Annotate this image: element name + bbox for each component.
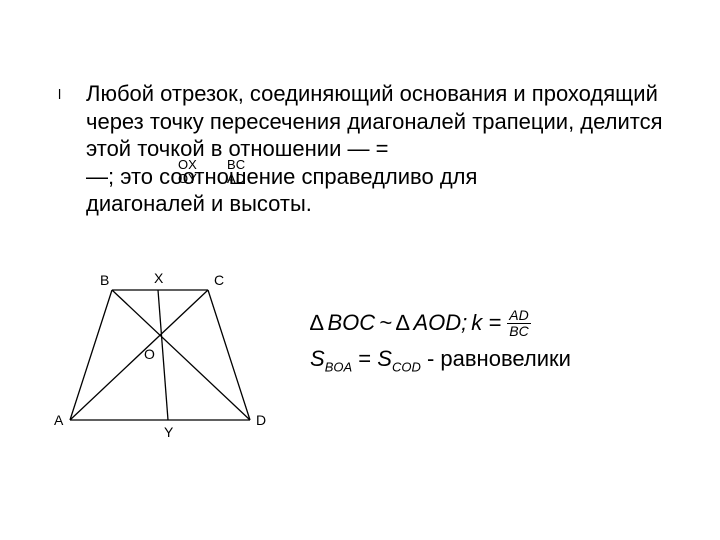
sub-boa: BOA <box>325 360 352 375</box>
vertex-label-o: O <box>144 346 155 362</box>
sub-cod: COD <box>392 360 421 375</box>
s1: S <box>310 346 325 371</box>
s2: S <box>377 346 392 371</box>
frac-top-ox: OX <box>178 158 197 172</box>
vertex-label-b: B <box>100 272 109 288</box>
vertex-label-x: X <box>154 270 163 286</box>
fraction-ad-bc: AD BC <box>507 308 530 338</box>
frac-bot-ad: AD <box>227 172 245 186</box>
k-eq: k = <box>471 310 501 336</box>
main-text-line2: —; это соотношение справедливо для <box>86 164 477 189</box>
trapezoid-diagram: ABCDXYO <box>60 270 260 440</box>
tilde: ~ <box>379 310 392 336</box>
frac-top-bc: BC <box>227 158 245 172</box>
main-text-line3: диагоналей и высоты. <box>86 191 312 216</box>
vertex-label-d: D <box>256 412 266 428</box>
bullet-glyph: l <box>58 86 72 102</box>
delta-2: ∆ <box>396 310 409 336</box>
delta-1: ∆ <box>310 310 323 336</box>
tail-text: - равновелики <box>421 346 571 371</box>
area-equality-formula: SBOA = SCOD - равновелики <box>310 346 571 374</box>
inline-frac-bc-ad: BC AD <box>227 158 245 185</box>
vertex-label-a: A <box>54 412 63 428</box>
inline-frac-ox-oy: OX OY <box>178 158 197 185</box>
triangle-boc: BOC <box>327 310 375 336</box>
vertex-label-y: Y <box>164 424 173 440</box>
formulas-block: ∆ BOC ~ ∆ AOD; k = AD BC SBOA = SCOD - р… <box>310 308 571 375</box>
vertex-label-c: C <box>214 272 224 288</box>
frac-bot-bc: BC <box>507 324 530 339</box>
main-text-line1: Любой отрезок, соединяющий основания и п… <box>86 81 663 161</box>
main-paragraph: Любой отрезок, соединяющий основания и п… <box>86 80 680 218</box>
triangle-aod: AOD; <box>413 310 467 336</box>
frac-bot-oy: OY <box>178 172 197 186</box>
trapezoid-svg <box>60 270 260 440</box>
equals-sign: = <box>358 346 371 371</box>
frac-top-ad: AD <box>507 308 530 324</box>
similarity-formula: ∆ BOC ~ ∆ AOD; k = AD BC <box>310 308 571 338</box>
